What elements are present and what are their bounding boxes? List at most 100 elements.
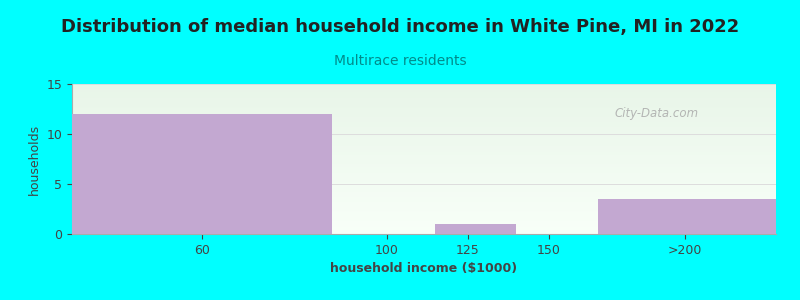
Bar bbox=[72, 176, 776, 177]
Bar bbox=[72, 101, 776, 102]
Bar bbox=[72, 107, 776, 108]
Bar bbox=[72, 114, 331, 234]
Bar bbox=[72, 174, 776, 175]
Bar bbox=[72, 106, 776, 107]
Bar bbox=[72, 185, 776, 186]
Bar bbox=[72, 186, 776, 187]
Bar bbox=[72, 85, 776, 86]
Bar bbox=[72, 154, 776, 155]
Bar bbox=[72, 134, 776, 135]
Bar bbox=[72, 126, 776, 127]
Text: Multirace residents: Multirace residents bbox=[334, 54, 466, 68]
Bar bbox=[72, 216, 776, 217]
Bar bbox=[72, 164, 776, 165]
Bar bbox=[72, 199, 776, 200]
Bar bbox=[72, 198, 776, 199]
Bar bbox=[72, 113, 776, 114]
Bar bbox=[72, 205, 776, 206]
Bar bbox=[72, 161, 776, 162]
Bar bbox=[72, 166, 776, 167]
Bar bbox=[72, 118, 776, 119]
Bar bbox=[72, 136, 776, 137]
Bar bbox=[72, 151, 776, 152]
Bar bbox=[435, 224, 517, 234]
Bar bbox=[72, 121, 776, 122]
Bar bbox=[72, 201, 776, 202]
Bar bbox=[72, 157, 776, 158]
X-axis label: household income ($1000): household income ($1000) bbox=[330, 262, 518, 275]
Bar bbox=[72, 87, 776, 88]
Bar bbox=[72, 226, 776, 227]
Bar bbox=[72, 143, 776, 144]
Bar bbox=[72, 197, 776, 198]
Bar bbox=[72, 165, 776, 166]
Bar bbox=[72, 118, 776, 119]
Bar bbox=[72, 100, 776, 101]
Bar bbox=[72, 111, 776, 112]
Bar bbox=[72, 110, 776, 111]
Bar bbox=[72, 90, 776, 91]
Bar bbox=[72, 93, 776, 94]
Bar bbox=[72, 124, 776, 125]
Bar bbox=[72, 183, 776, 184]
Bar bbox=[72, 202, 776, 203]
Bar bbox=[72, 189, 776, 190]
Bar bbox=[72, 117, 776, 118]
Bar bbox=[72, 211, 776, 212]
Bar bbox=[72, 150, 776, 151]
Bar bbox=[72, 169, 776, 170]
Bar bbox=[72, 182, 776, 183]
Bar bbox=[72, 209, 776, 210]
Bar bbox=[72, 215, 776, 216]
Bar bbox=[72, 193, 776, 194]
Bar bbox=[72, 99, 776, 100]
Y-axis label: households: households bbox=[28, 123, 41, 195]
Bar bbox=[72, 181, 776, 182]
Bar bbox=[72, 175, 776, 176]
Bar bbox=[72, 109, 776, 110]
Bar bbox=[72, 221, 776, 222]
Bar bbox=[72, 219, 776, 220]
Bar bbox=[72, 96, 776, 97]
Bar bbox=[72, 192, 776, 193]
Bar bbox=[72, 233, 776, 234]
Bar bbox=[72, 108, 776, 109]
Bar bbox=[72, 194, 776, 195]
Bar bbox=[72, 128, 776, 129]
Bar bbox=[72, 132, 776, 133]
Text: City-Data.com: City-Data.com bbox=[614, 107, 698, 121]
Bar bbox=[72, 223, 776, 224]
Bar bbox=[72, 92, 776, 93]
Bar bbox=[72, 89, 776, 90]
Bar bbox=[72, 227, 776, 228]
Bar bbox=[72, 102, 776, 103]
Bar bbox=[72, 208, 776, 209]
Bar bbox=[72, 146, 776, 147]
Bar bbox=[72, 112, 776, 113]
Bar bbox=[72, 152, 776, 153]
Bar bbox=[72, 114, 776, 115]
Bar bbox=[72, 103, 776, 104]
Bar bbox=[72, 191, 776, 192]
Bar bbox=[72, 153, 776, 154]
Bar bbox=[72, 172, 776, 173]
Bar bbox=[72, 135, 776, 136]
Bar bbox=[72, 104, 776, 105]
Bar bbox=[72, 188, 776, 189]
Bar bbox=[72, 142, 776, 143]
Bar bbox=[72, 155, 776, 156]
Bar bbox=[72, 173, 776, 174]
Bar bbox=[72, 141, 776, 142]
Bar bbox=[72, 225, 776, 226]
Bar bbox=[72, 84, 776, 85]
Bar bbox=[72, 159, 776, 160]
Bar bbox=[72, 88, 776, 89]
Bar bbox=[72, 207, 776, 208]
Bar bbox=[72, 131, 776, 132]
Bar bbox=[72, 232, 776, 233]
Bar bbox=[72, 206, 776, 207]
Bar bbox=[72, 144, 776, 145]
Bar bbox=[72, 224, 776, 225]
Bar bbox=[72, 203, 776, 204]
Bar bbox=[72, 210, 776, 211]
